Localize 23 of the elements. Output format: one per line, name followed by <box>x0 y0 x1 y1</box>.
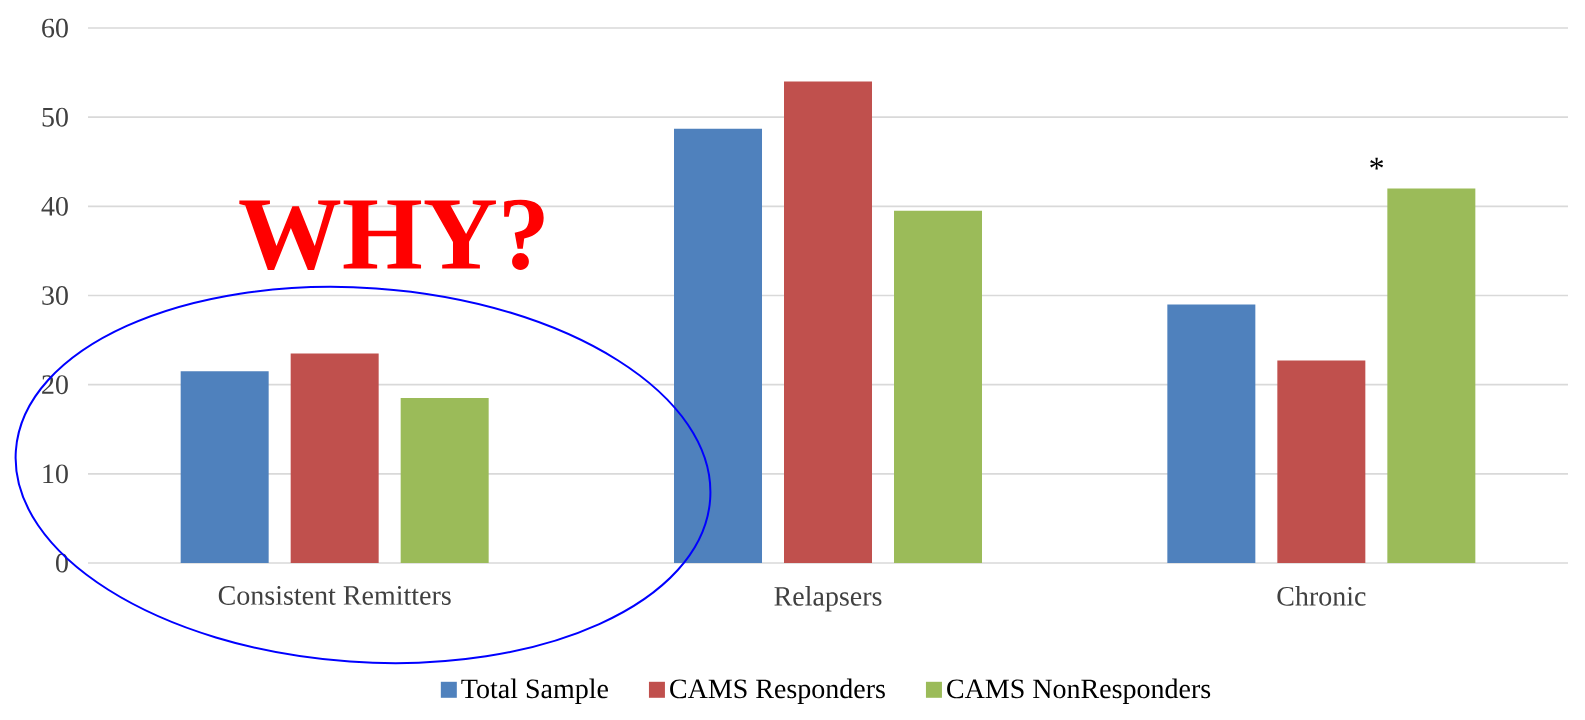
x-tick-label: Chronic <box>1277 586 1366 606</box>
bar <box>290 353 379 563</box>
annotation: * <box>1370 157 1384 170</box>
y-tick-label: 60 <box>42 18 68 38</box>
bar <box>1277 360 1366 563</box>
bar <box>400 398 489 563</box>
x-tick-label: Consistent Remitters <box>218 586 451 605</box>
annotation: WHY? <box>239 199 544 271</box>
bar <box>1167 304 1256 563</box>
x-tick-label: Relapsers <box>774 586 882 612</box>
bar <box>674 128 763 563</box>
y-tick-label: 30 <box>42 286 68 305</box>
y-tick-label: 40 <box>41 196 68 216</box>
bar <box>784 81 873 563</box>
legend-label: CAMS Responders <box>670 678 885 704</box>
legend-label: Total Sample <box>461 678 608 704</box>
legend-label: CAMS NonResponders <box>947 678 1211 704</box>
y-tick-label: 20 <box>42 375 68 395</box>
bar <box>180 371 269 563</box>
bar <box>894 210 983 563</box>
y-tick-label: 10 <box>43 464 68 484</box>
y-tick-label: 50 <box>42 107 68 127</box>
bar <box>1387 188 1476 563</box>
